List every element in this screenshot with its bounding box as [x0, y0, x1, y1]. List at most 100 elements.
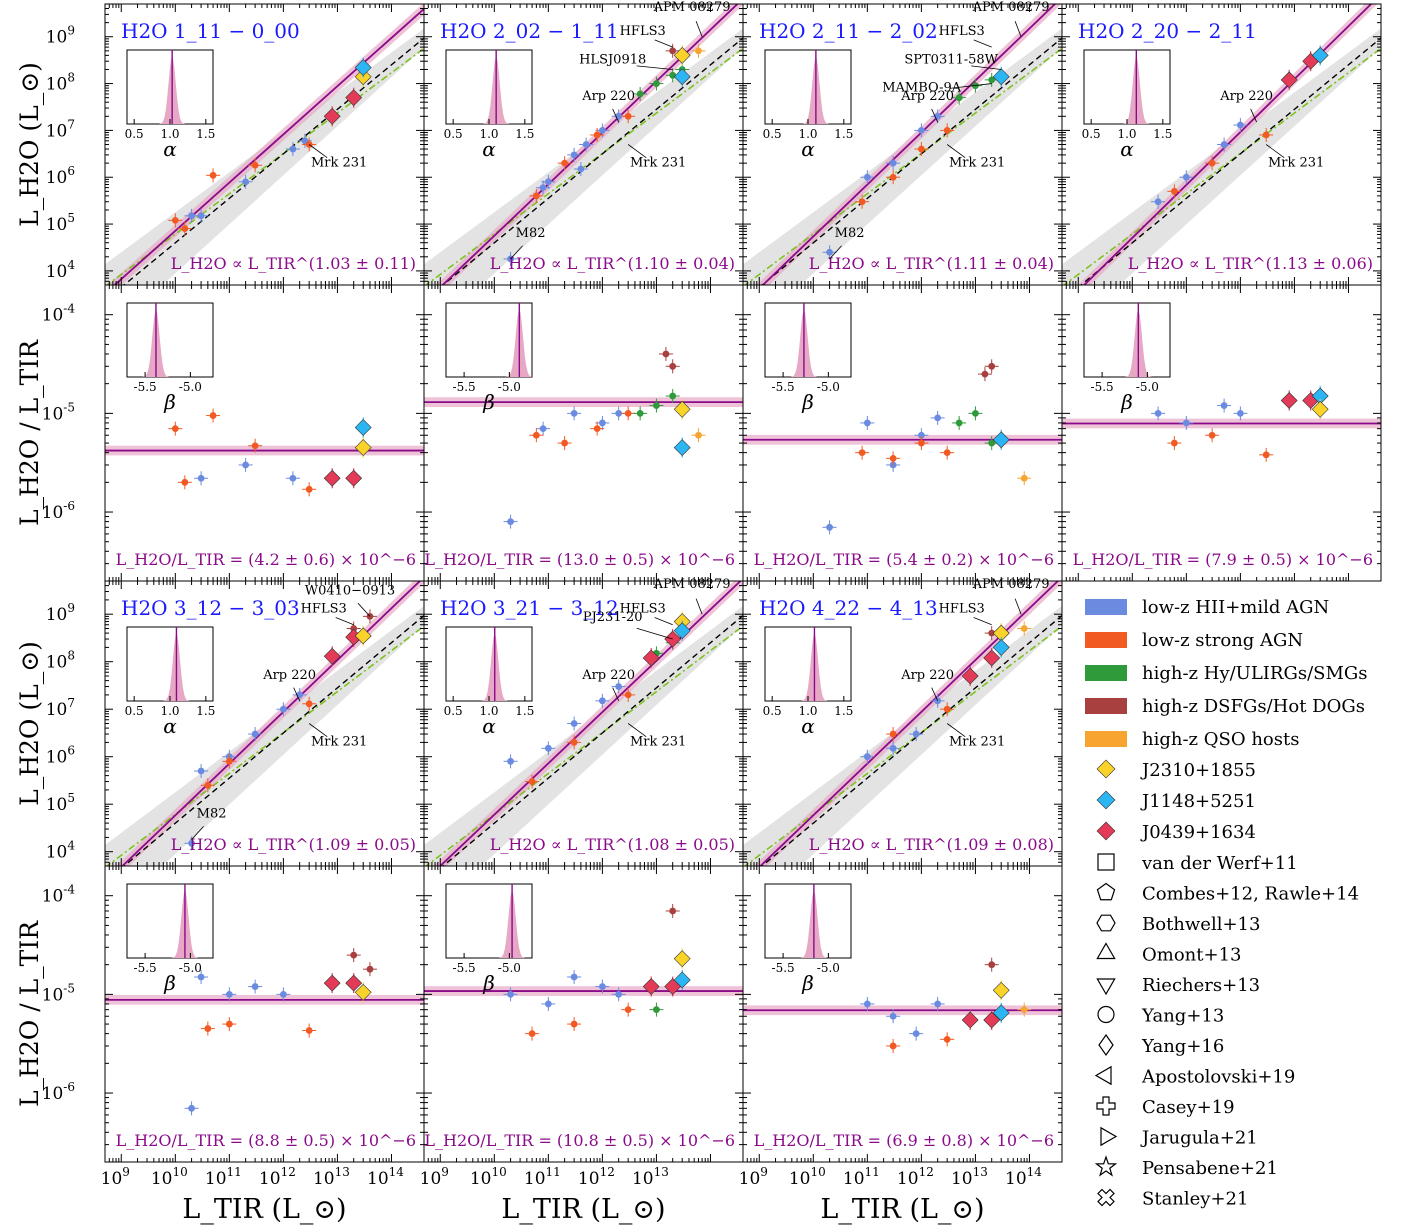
inset-frame	[1083, 302, 1171, 378]
data-point	[669, 362, 677, 370]
data-point	[570, 720, 578, 727]
legend-label: high-z QSO hosts	[1142, 729, 1299, 750]
data-point	[1020, 474, 1028, 482]
data-point	[289, 145, 297, 153]
inset-distribution	[446, 890, 532, 958]
data-point	[943, 449, 951, 457]
y-tick-label: 10-6	[42, 1080, 75, 1104]
panel-ratio-7: 109 1010 1011 1012 1013 1014 L_TIR (L_⊙) L_H2O/…	[739, 865, 1063, 1225]
y-tick-label: 107	[46, 696, 75, 720]
inset-tick-label: 1.0	[798, 704, 817, 718]
annotation-leader	[335, 617, 354, 626]
x-axis-title: L_TIR (L_⊙)	[820, 1194, 984, 1225]
data-point	[1154, 409, 1162, 417]
point-j0439-1634	[323, 107, 341, 125]
inset-frame	[445, 49, 533, 125]
data-point	[1182, 419, 1190, 427]
inset-axis-label: β	[482, 390, 495, 414]
data-point	[889, 730, 897, 738]
reference-line	[122, 37, 424, 285]
data-point	[955, 94, 963, 102]
data-point	[188, 839, 195, 847]
inset-tick-label: -5.0	[179, 380, 202, 394]
inset-frame	[1083, 49, 1171, 125]
inset-tick-label: 0.5	[1082, 127, 1101, 141]
x-axis-title: L_TIR (L_⊙)	[501, 1194, 665, 1225]
point-j2310-1855	[354, 983, 372, 1001]
inset-tick-label: 0.5	[444, 704, 463, 718]
point-j0439-1634	[961, 1011, 979, 1029]
data-point	[1236, 121, 1244, 129]
legend-marker-plus	[1096, 1096, 1116, 1116]
data-point	[1182, 173, 1190, 181]
panel-ratio-2: L_H2O/L_TIR = (13.0 ± 0.5) × 10^−6-5.5 -5…	[423, 284, 744, 582]
panel-water-6: H2O 3_21 − 3_12 L_H2O ∝ L_TIR^(1.08 ± 0.0…	[423, 577, 744, 867]
data-point	[917, 439, 925, 447]
legend-label: Combes+12, Rawle+14	[1142, 884, 1359, 905]
annotation-leader	[695, 598, 703, 615]
y-tick-label: 105	[46, 211, 75, 235]
data-point	[570, 1020, 578, 1028]
inset-histogram: -5.5 -5.0β	[764, 302, 852, 414]
data-point	[889, 454, 897, 462]
legend-marker-circle	[1097, 1005, 1115, 1024]
y-tick-label: 10-5	[42, 981, 75, 1005]
annotation-leader	[627, 723, 647, 738]
inset-histogram: 0.5 1.0 1.5 α	[125, 626, 215, 738]
data-point	[279, 990, 287, 998]
inset-tick-label: -5.0	[817, 961, 840, 975]
panel-ratio-5: 10-6 10-5 10-4 109 1010 1011 1012 1013 1014 L_TIR…	[42, 865, 425, 1225]
inset-axis-label: α	[482, 137, 496, 161]
data-point	[636, 409, 644, 417]
inset-tick-label: -5.0	[498, 961, 521, 975]
source-annotation: HLSJ0918	[579, 52, 646, 67]
fit-line	[121, 581, 422, 866]
data-point	[917, 431, 925, 439]
fit-line	[761, 4, 1057, 285]
legend-marker-triangle-down	[1096, 978, 1116, 996]
inset-frame	[126, 883, 214, 959]
data-point	[1262, 131, 1270, 139]
data-point	[1236, 409, 1244, 417]
panel-title: H2O 2_02 − 1_11	[440, 19, 619, 43]
legend-marker	[1096, 790, 1116, 810]
annotation-leader	[293, 687, 301, 702]
point-j0439-1634	[345, 974, 363, 992]
x-axis-title: L_TIR (L_⊙)	[182, 1194, 346, 1225]
source-annotation: HFLS3	[939, 602, 985, 617]
legend-label: van der Werf+11	[1141, 853, 1298, 874]
panel-water-2: H2O 2_02 − 1_11 L_H2O ∝ L_TIR^(1.10 ± 0.0…	[423, 0, 744, 286]
data-point	[251, 730, 259, 738]
annotation-leader	[308, 144, 328, 159]
data-point	[598, 419, 606, 427]
data-point	[570, 973, 578, 981]
data-point	[544, 1000, 552, 1008]
data-point	[972, 409, 979, 417]
point-j1148-5251	[673, 68, 691, 86]
inset-axis-label: β	[163, 971, 176, 995]
data-point	[955, 419, 963, 427]
data-point	[181, 478, 189, 486]
panel-water-3: H2O 2_11 − 2_02 L_H2O ∝ L_TIR^(1.11 ± 0.0…	[742, 0, 1063, 286]
inset-tick-label: 0.5	[125, 127, 144, 141]
annotation-leader	[973, 617, 992, 626]
source-annotation: Mrk 231	[1268, 156, 1324, 171]
data-point	[917, 127, 925, 134]
inset-axis-label: β	[1120, 390, 1133, 414]
point-j0439-1634	[642, 978, 660, 995]
x-tick-label: 109	[101, 1165, 130, 1189]
data-point	[934, 414, 942, 422]
literature-fit-line	[743, 47, 1062, 285]
data-point	[943, 705, 951, 713]
point-j2310-1855	[673, 950, 691, 968]
inset-frame	[126, 302, 214, 378]
point-j0439-1634	[345, 469, 363, 487]
y-tick-label: 106	[46, 744, 75, 768]
data-point	[209, 412, 217, 419]
source-annotation: M82	[835, 226, 865, 241]
data-point	[863, 173, 871, 181]
x-tick-label: 1010	[789, 1165, 826, 1189]
data-point	[943, 1035, 951, 1043]
point-j1148-5251	[354, 59, 372, 76]
fit-annotation: L_H2O/L_TIR = (7.9 ± 0.5) × 10^−6	[1073, 550, 1373, 569]
